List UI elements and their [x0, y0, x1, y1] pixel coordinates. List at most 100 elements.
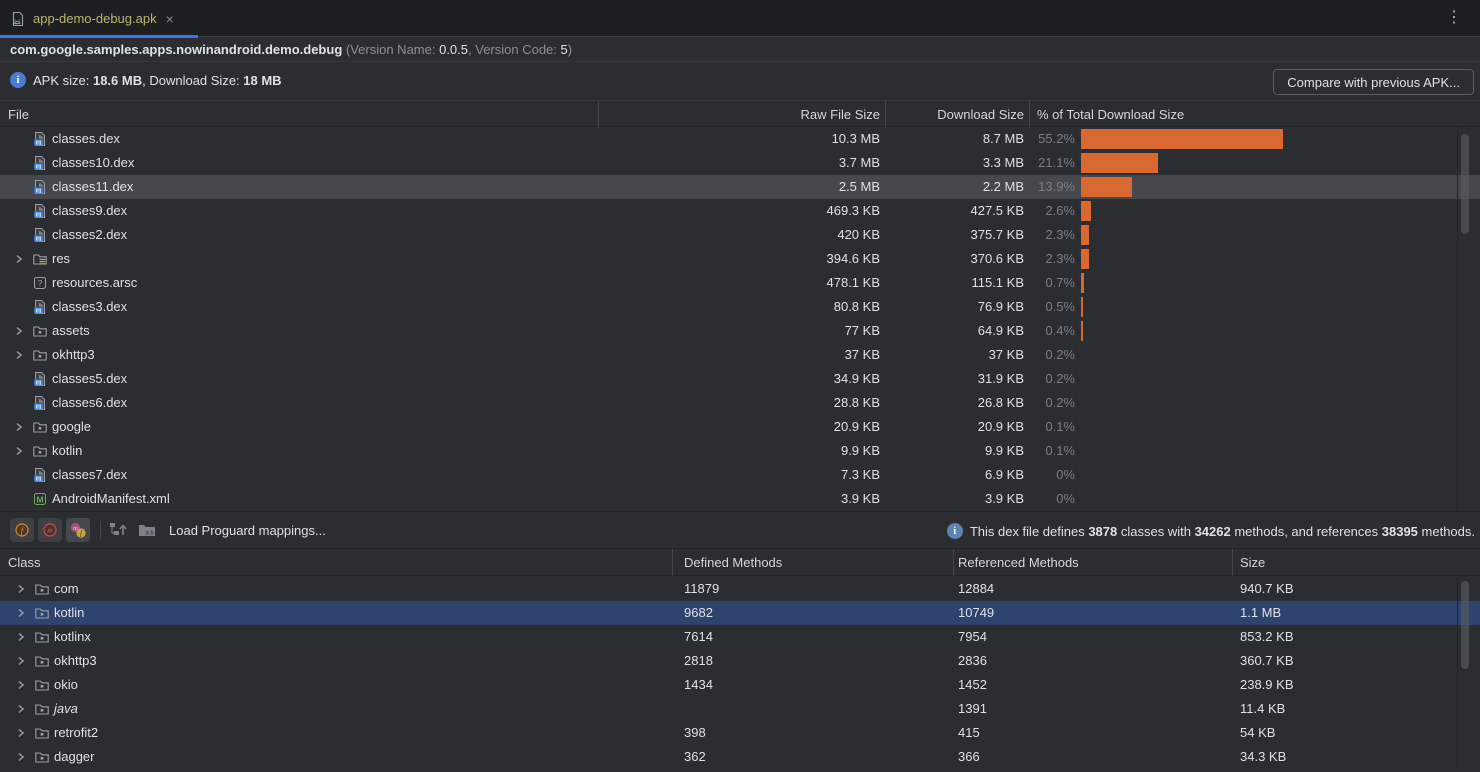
chevron-right-icon[interactable] — [14, 677, 28, 693]
dex-icon: 01 — [32, 131, 48, 147]
file-row-classes.dex[interactable]: 01 classes.dex 10.3 MB 8.7 MB 55.2% — [0, 127, 1480, 151]
column-header-class[interactable]: Class — [8, 555, 41, 570]
file-row-okhttp3[interactable]: okhttp3 37 KB 37 KB 0.2% — [0, 343, 1480, 367]
pct-bar — [1081, 129, 1283, 149]
chevron-right-icon[interactable] — [12, 251, 26, 267]
package-name: com.google.samples.apps.nowinandroid.dem… — [10, 42, 343, 57]
size: 34.3 KB — [1240, 749, 1287, 764]
class-row-kotlin[interactable]: kotlin 9682 10749 1.1 MB — [0, 601, 1480, 625]
file-row-assets[interactable]: assets 77 KB 64.9 KB 0.4% — [0, 319, 1480, 343]
folder-icon — [34, 581, 50, 597]
dex-icon: 01 — [32, 155, 48, 171]
defined-methods: 362 — [684, 749, 706, 764]
package-name: retrofit2 — [54, 725, 99, 740]
folder-icon — [32, 347, 48, 363]
download-pct: 0.2% — [1045, 371, 1075, 386]
file-row-kotlin[interactable]: kotlin 9.9 KB 9.9 KB 0.1% — [0, 439, 1480, 463]
referenced-methods: 2836 — [958, 653, 987, 668]
sort-by-defined-tree-icon[interactable] — [109, 521, 129, 539]
download-pct: 0.7% — [1045, 275, 1075, 290]
show-methods-icon[interactable]: m — [38, 518, 62, 542]
raw-file-size: 7.3 KB — [840, 467, 880, 482]
class-row-java[interactable]: java 1391 11.4 KB — [0, 697, 1480, 721]
file-row-classes3.dex[interactable]: 01 classes3.dex 80.8 KB 76.9 KB 0.5% — [0, 295, 1480, 319]
pct-bar — [1081, 249, 1090, 269]
chevron-right-icon[interactable] — [12, 323, 26, 339]
file-table-scrollbar[interactable] — [1461, 134, 1469, 234]
kebab-menu-icon[interactable]: ⋮ — [1446, 9, 1462, 26]
show-referenced-nodes-icon[interactable]: m f — [66, 518, 90, 542]
file-row-classes11.dex[interactable]: 01 classes11.dex 2.5 MB 2.2 MB 13.9% — [0, 175, 1480, 199]
chevron-right-icon[interactable] — [14, 605, 28, 621]
raw-file-size: 420 KB — [837, 227, 880, 242]
file-row-resources.arsc[interactable]: ? resources.arsc 478.1 KB 115.1 KB 0.7% — [0, 271, 1480, 295]
download-size: 3.9 KB — [984, 491, 1024, 506]
chevron-right-icon[interactable] — [14, 653, 28, 669]
version-code-value: 5 — [560, 42, 568, 57]
chevron-right-icon[interactable] — [12, 347, 26, 363]
column-header-referenced-methods[interactable]: Referenced Methods — [958, 555, 1079, 570]
package-name: kotlin — [54, 605, 85, 620]
referenced-methods: 366 — [958, 749, 980, 764]
active-tab-underline — [0, 35, 198, 38]
raw-file-size: 9.9 KB — [840, 443, 880, 458]
svg-text:01: 01 — [36, 236, 42, 242]
column-header-size[interactable]: Size — [1240, 555, 1266, 570]
compare-with-previous-apk-button[interactable]: Compare with previous APK... — [1273, 69, 1474, 95]
referenced-methods: 1452 — [958, 677, 987, 692]
file-row-classes9.dex[interactable]: 01 classes9.dex 469.3 KB 427.5 KB 2.6% — [0, 199, 1480, 223]
package-name: dagger — [54, 749, 95, 764]
chevron-right-icon[interactable] — [14, 749, 28, 765]
raw-file-size: 3.7 MB — [838, 155, 880, 170]
show-fields-icon[interactable]: f — [10, 518, 34, 542]
svg-text:01: 01 — [36, 380, 42, 386]
tab-app-demo-debug-apk[interactable]: app-demo-debug.apk × — [0, 0, 198, 38]
column-header-pct-of-total[interactable]: % of Total Download Size — [1037, 107, 1185, 122]
svg-text:01: 01 — [36, 404, 42, 410]
file-name: classes.dex — [52, 131, 120, 146]
chevron-right-icon[interactable] — [12, 443, 26, 459]
file-row-classes6.dex[interactable]: 01 classes6.dex 28.8 KB 26.8 KB 0.2% — [0, 391, 1480, 415]
column-header-file[interactable]: File — [8, 107, 29, 122]
class-table-header: Class Defined Methods Referenced Methods… — [0, 549, 1480, 576]
column-header-defined-methods[interactable]: Defined Methods — [684, 555, 783, 570]
chevron-right-icon[interactable] — [14, 581, 28, 597]
class-row-okhttp3[interactable]: okhttp3 2818 2836 360.7 KB — [0, 649, 1480, 673]
column-header-download-size[interactable]: Download Size — [937, 107, 1024, 122]
file-row-res[interactable]: res 394.6 KB 370.6 KB 2.3% — [0, 247, 1480, 271]
size: 238.9 KB — [1240, 677, 1294, 692]
load-mappings-folder-icon[interactable]: a.b — [137, 521, 157, 539]
class-row-okio[interactable]: okio 1434 1452 238.9 KB — [0, 673, 1480, 697]
size: 54 KB — [1240, 725, 1276, 740]
class-table-scrollbar[interactable] — [1461, 581, 1469, 669]
chevron-right-icon[interactable] — [14, 701, 28, 717]
apk-file-icon — [10, 11, 26, 27]
download-size: 76.9 KB — [977, 299, 1024, 314]
file-row-classes5.dex[interactable]: 01 classes5.dex 34.9 KB 31.9 KB 0.2% — [0, 367, 1480, 391]
file-row-classes2.dex[interactable]: 01 classes2.dex 420 KB 375.7 KB 2.3% — [0, 223, 1480, 247]
package-name: okio — [54, 677, 78, 692]
chevron-right-icon[interactable] — [12, 419, 26, 435]
dex-summary-text: This dex file defines 3878 classes with … — [969, 523, 1475, 539]
chevron-right-icon[interactable] — [14, 725, 28, 741]
dex-icon: 01 — [32, 203, 48, 219]
class-row-dagger[interactable]: dagger 362 366 34.3 KB — [0, 745, 1480, 769]
column-header-raw-file-size[interactable]: Raw File Size — [800, 107, 880, 122]
file-row-classes10.dex[interactable]: 01 classes10.dex 3.7 MB 3.3 MB 21.1% — [0, 151, 1480, 175]
arsc-icon: ? — [32, 275, 48, 291]
folder-icon — [32, 323, 48, 339]
class-row-kotlinx[interactable]: kotlinx 7614 7954 853.2 KB — [0, 625, 1480, 649]
file-row-AndroidManifest.xml[interactable]: M AndroidManifest.xml 3.9 KB 3.9 KB 0% — [0, 487, 1480, 511]
defined-methods: 9682 — [684, 605, 713, 620]
class-row-com[interactable]: com 11879 12884 940.7 KB — [0, 577, 1480, 601]
file-row-google[interactable]: google 20.9 KB 20.9 KB 0.1% — [0, 415, 1480, 439]
class-row-retrofit2[interactable]: retrofit2 398 415 54 KB — [0, 721, 1480, 745]
chevron-right-icon[interactable] — [14, 629, 28, 645]
defined-methods: 2818 — [684, 653, 713, 668]
tab-close-icon[interactable]: × — [165, 10, 174, 27]
download-size: 375.7 KB — [970, 227, 1025, 242]
file-row-classes7.dex[interactable]: 01 classes7.dex 7.3 KB 6.9 KB 0% — [0, 463, 1480, 487]
load-proguard-mappings-button[interactable]: Load Proguard mappings... — [169, 522, 326, 538]
svg-text:01: 01 — [36, 188, 42, 194]
size: 11.4 KB — [1240, 701, 1286, 716]
